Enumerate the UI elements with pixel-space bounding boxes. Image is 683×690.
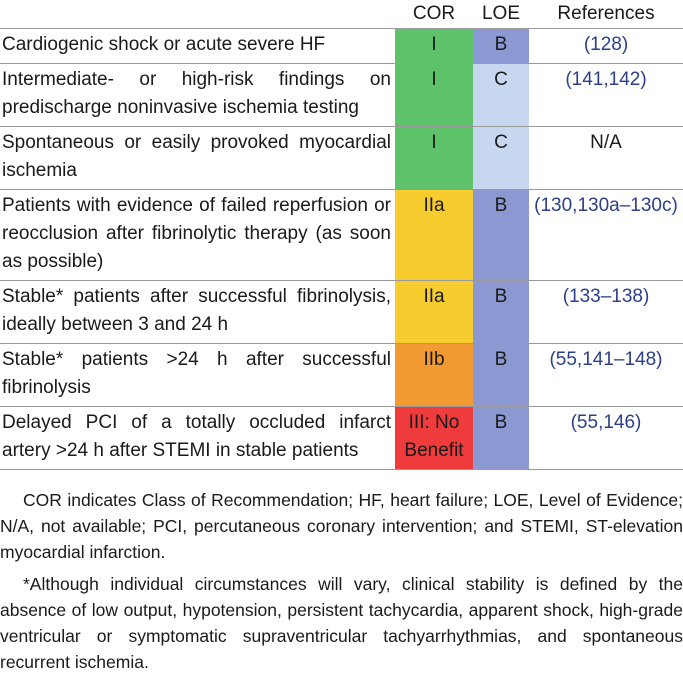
references-cell[interactable]: (128) <box>529 28 683 64</box>
header-references: References <box>529 0 683 29</box>
loe-cell: B <box>473 189 529 281</box>
cor-cell: IIb <box>395 343 473 407</box>
recommendation-table: COR LOE References Cardiogenic shock or … <box>0 0 683 470</box>
loe-cell: B <box>473 280 529 344</box>
references-cell[interactable]: (55,146) <box>529 406 683 470</box>
references-cell[interactable]: (55,141–148) <box>529 343 683 407</box>
cor-cell: IIa <box>395 189 473 281</box>
header-cor: COR <box>395 0 473 29</box>
table-header-row: COR LOE References <box>0 0 683 29</box>
cor-cell: III: No Benefit <box>395 406 473 470</box>
recommendation-text: Cardiogenic shock or acute severe HF <box>0 28 395 64</box>
table-row: Intermediate- or high-risk findings on p… <box>0 63 683 127</box>
loe-cell: B <box>473 343 529 407</box>
loe-cell: B <box>473 28 529 64</box>
recommendation-text: Intermediate- or high-risk findings on p… <box>0 63 395 127</box>
table-row: Patients with evidence of failed reperfu… <box>0 189 683 281</box>
loe-cell: B <box>473 406 529 470</box>
cor-cell: I <box>395 63 473 127</box>
references-cell[interactable]: (130,130a–130c) <box>529 189 683 281</box>
table-row: Stable* patients >24 h after successful … <box>0 343 683 407</box>
recommendation-text: Stable* patients after successful fibrin… <box>0 280 395 344</box>
loe-cell: C <box>473 126 529 190</box>
loe-cell: C <box>473 63 529 127</box>
recommendation-text: Delayed PCI of a totally occluded infarc… <box>0 406 395 470</box>
references-cell[interactable]: (141,142) <box>529 63 683 127</box>
header-recommendation <box>0 0 395 29</box>
recommendation-text: Spontaneous or easily provoked myocardia… <box>0 126 395 190</box>
references-cell[interactable]: (133–138) <box>529 280 683 344</box>
header-loe: LOE <box>473 0 529 29</box>
table-row: Cardiogenic shock or acute severe HF I B… <box>0 28 683 64</box>
cor-cell: I <box>395 126 473 190</box>
table-row: Delayed PCI of a totally occluded infarc… <box>0 406 683 470</box>
cor-cell: I <box>395 28 473 64</box>
table-row: Spontaneous or easily provoked myocardia… <box>0 126 683 190</box>
references-cell: N/A <box>529 126 683 190</box>
cor-cell: IIa <box>395 280 473 344</box>
recommendation-text: Patients with evidence of failed reperfu… <box>0 189 395 281</box>
abbreviations-footnote: COR indicates Class of Recommendation; H… <box>0 490 683 562</box>
stability-footnote: *Although individual circumstances will … <box>0 574 683 672</box>
table-footnotes: COR indicates Class of Recommendation; H… <box>0 487 683 681</box>
recommendation-text: Stable* patients >24 h after successful … <box>0 343 395 407</box>
table-row: Stable* patients after successful fibrin… <box>0 280 683 344</box>
